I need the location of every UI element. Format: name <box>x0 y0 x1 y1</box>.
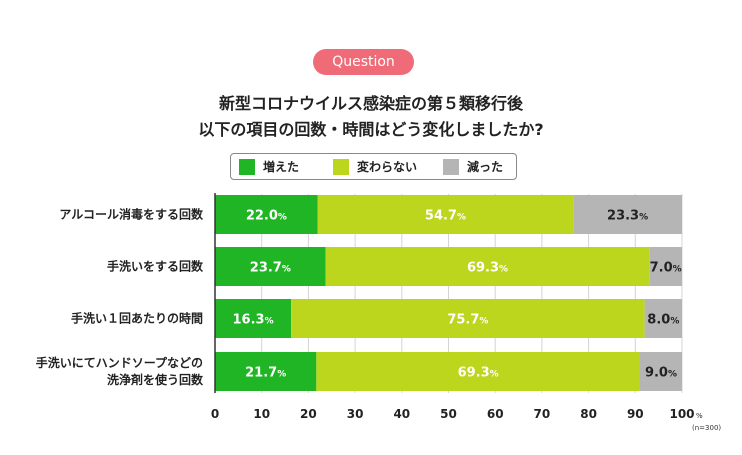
category-label: アルコール消毒をする回数 <box>59 207 204 222</box>
legend-label-increased: 増えた <box>263 160 300 174</box>
question-badge: Question <box>313 49 414 75</box>
bar-segment-increased <box>215 352 317 391</box>
bar-segment-increased <box>215 195 318 234</box>
x-tick-label-20: 20 <box>300 407 317 421</box>
x-tick-suffix: % <box>696 412 703 420</box>
data-label-decreased: 8.0% <box>647 313 679 328</box>
bar-segment-decreased <box>649 247 682 286</box>
bar-segment-increased <box>215 247 326 286</box>
category-label: 手洗い１回あたりの時間 <box>71 311 203 326</box>
data-label-decreased: 7.0% <box>650 261 682 276</box>
question-title-line-2: 以下の項目の回数・時間はどう変化しましたか? <box>198 120 544 139</box>
data-label-increased: 22.0% <box>246 209 287 224</box>
data-label-decreased: 9.0% <box>645 366 677 381</box>
question-title-line-1: 新型コロナウイルス感染症の第５類移行後 <box>218 94 523 113</box>
category-label: 洗浄剤を使う回数 <box>107 372 204 387</box>
bar-segment-increased <box>215 299 292 338</box>
data-label-unchanged: 75.7% <box>447 313 488 328</box>
bar-segment-unchanged <box>317 195 574 234</box>
x-tick-label-70: 70 <box>534 407 551 421</box>
x-tick-label-80: 80 <box>580 407 597 421</box>
legend-label-unchanged: 変わらない <box>357 160 418 174</box>
bar-segment-decreased <box>573 195 682 234</box>
x-tick-label-40: 40 <box>393 407 410 421</box>
category-label: 手洗いにてハンドソープなどの <box>36 355 203 370</box>
bar-segment-decreased <box>644 299 682 338</box>
x-tick-label-50: 50 <box>440 407 457 421</box>
legend-swatch-decreased <box>443 159 459 175</box>
bar-segment-unchanged <box>325 247 650 286</box>
sample-size-note: (n=300) <box>692 424 722 432</box>
data-label-unchanged: 69.3% <box>467 261 508 276</box>
category-label: 手洗いをする回数 <box>107 259 204 274</box>
data-label-increased: 21.7% <box>245 366 286 381</box>
x-tick-label-100: 100 <box>669 407 694 421</box>
bar-segment-unchanged <box>291 299 645 338</box>
x-tick-label-10: 10 <box>253 407 270 421</box>
x-tick-label-30: 30 <box>347 407 364 421</box>
x-tick-label-0: 0 <box>211 407 219 421</box>
bar-segment-decreased <box>639 352 682 391</box>
data-label-decreased: 23.3% <box>607 209 648 224</box>
data-label-increased: 16.3% <box>233 313 274 328</box>
data-label-unchanged: 69.3% <box>458 366 499 381</box>
data-label-unchanged: 54.7% <box>425 209 466 224</box>
chart-legend: 増えた 変わらない 減った <box>230 153 517 180</box>
x-tick-label-60: 60 <box>487 407 504 421</box>
legend-swatch-unchanged <box>333 159 349 175</box>
bar-segment-unchanged <box>316 352 640 391</box>
data-label-increased: 23.7% <box>250 261 291 276</box>
legend-label-decreased: 減った <box>467 160 504 174</box>
x-tick-label-90: 90 <box>627 407 644 421</box>
legend-swatch-increased <box>239 159 255 175</box>
